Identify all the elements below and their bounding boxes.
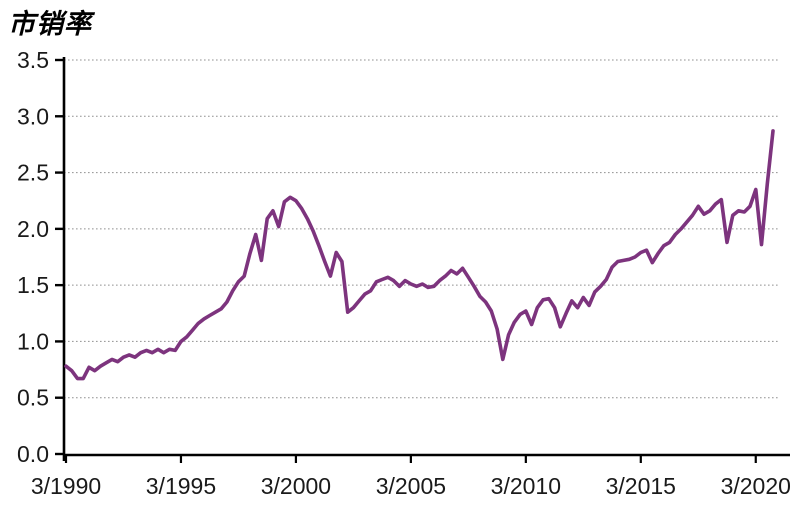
x-tick-label: 3/2000: [261, 473, 331, 499]
y-tick-label: 2.5: [17, 160, 49, 186]
chart-title: 市销率: [8, 9, 92, 39]
x-tick-label: 3/2010: [491, 473, 561, 499]
x-tick-label: 3/2015: [606, 473, 676, 499]
price-to-sales-series-line: [64, 129, 775, 381]
y-tick-label: 0.0: [17, 441, 49, 467]
y-tick-label: 0.5: [17, 385, 49, 411]
y-tick-label: 2.0: [17, 216, 49, 242]
y-tick-label: 1.5: [17, 272, 49, 298]
x-tick-label: 3/1995: [146, 473, 216, 499]
y-tick-label: 3.5: [17, 47, 49, 73]
y-tick-label: 1.0: [17, 328, 49, 354]
x-tick-label: 3/2020: [721, 473, 791, 499]
x-tick-label: 3/1990: [31, 473, 101, 499]
x-tick-label: 3/2005: [376, 473, 446, 499]
y-tick-label: 3.0: [17, 103, 49, 129]
